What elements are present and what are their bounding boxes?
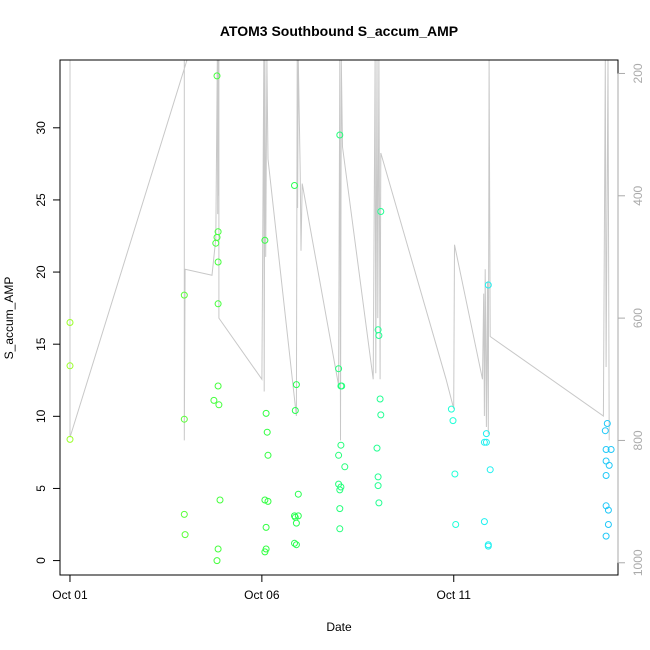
data-point — [336, 486, 344, 494]
data-point — [216, 496, 224, 504]
data-point — [291, 512, 298, 520]
data-point — [212, 239, 220, 247]
data-point — [180, 510, 188, 518]
x-tick-label: Oct 01 — [52, 588, 88, 602]
x-axis: Oct 01 Oct 06 Oct 11 — [52, 574, 472, 602]
data-point — [180, 415, 188, 423]
y2-tick-label: 800 — [631, 430, 645, 450]
data-point — [607, 446, 615, 453]
data-point — [602, 472, 610, 479]
y-tick-label: 5 — [34, 485, 48, 492]
data-point — [374, 482, 382, 490]
data-point — [291, 182, 298, 189]
data-point — [66, 362, 74, 370]
data-point — [603, 420, 611, 427]
y2-tick-label: 400 — [631, 185, 645, 205]
data-point — [291, 539, 298, 547]
data-point — [376, 395, 384, 403]
data-point — [263, 428, 271, 436]
data-point — [447, 405, 455, 413]
data-point — [292, 381, 300, 389]
data-point — [180, 291, 188, 299]
data-point — [213, 72, 221, 80]
data-point — [375, 499, 383, 507]
y-tick-label: 15 — [34, 337, 48, 351]
data-point — [484, 542, 492, 550]
data-point — [451, 470, 459, 478]
y-axis-label: S_accum_AMP — [2, 277, 16, 360]
data-point — [602, 532, 610, 540]
data-point — [291, 407, 299, 414]
data-point — [336, 505, 344, 513]
y-tick-label: 10 — [34, 409, 48, 423]
x-tick-label: Oct 11 — [437, 588, 472, 602]
data-point — [484, 281, 492, 289]
data-point — [605, 461, 613, 469]
data-point — [214, 545, 222, 553]
y2-tick-label: 600 — [631, 308, 645, 328]
data-point — [373, 444, 381, 452]
data-point — [292, 519, 300, 527]
data-point — [264, 497, 272, 505]
y-tick-label: 20 — [34, 265, 48, 279]
data-point — [337, 441, 345, 449]
data-point — [264, 451, 272, 459]
data-point — [486, 466, 494, 474]
y-tick-label: 30 — [34, 121, 48, 135]
data-point — [601, 427, 609, 435]
data-point — [262, 409, 270, 417]
data-points — [66, 72, 615, 565]
y2-tick-label: 1000 — [631, 549, 645, 576]
data-point — [336, 525, 344, 533]
data-point — [449, 417, 457, 425]
data-point — [213, 557, 221, 565]
data-point — [482, 430, 490, 438]
data-point — [214, 300, 222, 308]
data-point — [335, 451, 343, 459]
secondary-y-axis: 200 400 600 800 1000 — [617, 63, 645, 576]
data-point — [262, 523, 270, 531]
data-point — [604, 521, 612, 528]
y-tick-label: 25 — [34, 193, 48, 207]
data-point — [336, 131, 344, 139]
data-point — [181, 531, 189, 539]
data-point — [214, 258, 222, 266]
data-point — [66, 435, 74, 443]
y2-tick-label: 200 — [631, 63, 645, 83]
data-point — [292, 541, 300, 549]
y-axis: 0 5 10 15 20 25 30 — [34, 121, 61, 564]
data-point — [210, 396, 218, 404]
x-tick-label: Oct 06 — [244, 588, 280, 602]
data-point — [341, 463, 349, 471]
data-point — [261, 548, 269, 556]
data-point — [604, 506, 612, 514]
data-point — [602, 446, 610, 453]
data-point — [214, 382, 222, 390]
data-point — [377, 208, 385, 215]
data-point — [261, 236, 269, 244]
data-point — [66, 319, 74, 326]
data-point — [215, 401, 223, 409]
data-point — [452, 521, 460, 528]
data-point — [294, 490, 302, 498]
data-point — [374, 473, 382, 481]
data-point — [480, 438, 488, 446]
y-tick-label: 0 — [34, 557, 48, 564]
data-point — [294, 512, 302, 520]
data-point — [338, 382, 346, 390]
data-point — [377, 411, 385, 419]
data-point — [480, 518, 488, 526]
data-point — [375, 332, 383, 339]
chart-title: ATOM3 Southbound S_accum_AMP — [220, 23, 458, 39]
data-point — [482, 438, 490, 446]
data-point — [335, 365, 343, 373]
x-axis-label: Date — [326, 620, 352, 634]
